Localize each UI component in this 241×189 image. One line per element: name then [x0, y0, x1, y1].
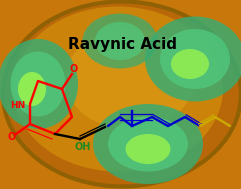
Ellipse shape [13, 6, 223, 171]
Ellipse shape [126, 134, 170, 164]
Ellipse shape [65, 29, 195, 129]
Text: OH: OH [75, 142, 91, 152]
Ellipse shape [145, 16, 241, 101]
Ellipse shape [95, 22, 145, 60]
Ellipse shape [3, 2, 241, 187]
Ellipse shape [0, 39, 78, 129]
Ellipse shape [108, 116, 188, 171]
Text: Ravynic Acid: Ravynic Acid [67, 36, 176, 51]
Ellipse shape [18, 72, 46, 106]
Ellipse shape [171, 49, 209, 79]
Ellipse shape [93, 104, 203, 184]
Text: HN: HN [10, 101, 26, 111]
Text: O: O [8, 132, 16, 142]
Ellipse shape [82, 13, 158, 68]
Text: O: O [70, 64, 78, 74]
Ellipse shape [160, 29, 230, 89]
Ellipse shape [11, 51, 66, 116]
